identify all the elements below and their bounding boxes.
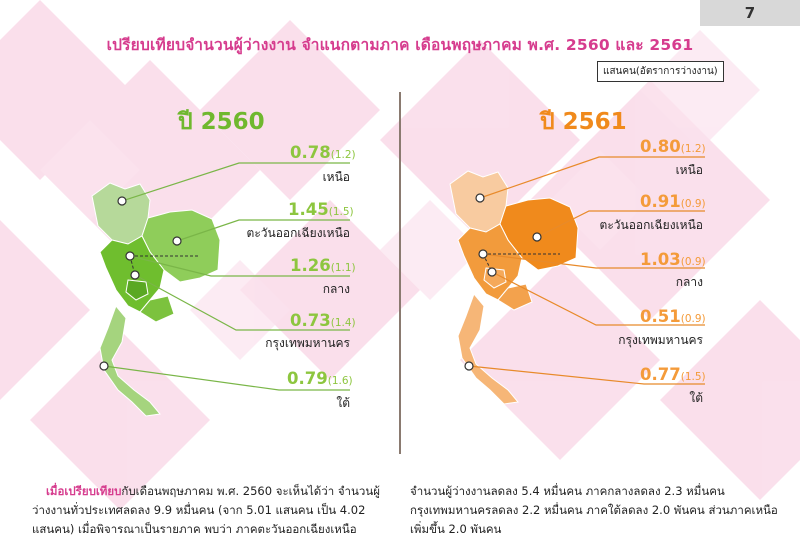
page-number: 7: [700, 0, 800, 26]
south-2560-label: ใต้: [336, 396, 350, 410]
central-2561-value: 1.03(0.9): [640, 250, 706, 269]
map-2561-east: [497, 283, 533, 311]
unit-label: แสนคน(อัตราการว่างงาน): [597, 61, 724, 82]
central-2560-label: กลาง: [322, 282, 350, 296]
column-divider: [399, 92, 401, 454]
map-2560: [91, 182, 221, 417]
northeast-2561-rate: (0.9): [680, 198, 706, 210]
northeast-2560-value: 1.45(1.5): [288, 200, 354, 219]
bangkok-2560-value: 0.73(1.4): [290, 311, 356, 330]
north-2560-label: เหนือ: [322, 170, 350, 184]
bangkok-2561-label: กรุงเทพมหานคร: [618, 333, 703, 347]
bangkok-2560-rate: (1.4): [330, 317, 356, 329]
bangkok-2560-label: กรุงเทพมหานคร: [265, 336, 350, 350]
central-2561-label: กลาง: [675, 275, 703, 289]
north-2561-label: เหนือ: [675, 163, 703, 177]
map-2560-bangkok: [125, 279, 149, 301]
map-2560-north: [91, 182, 151, 245]
south-2561-label: ใต้: [689, 391, 703, 405]
northeast-2561-label: ตะวันออกเฉียงเหนือ: [599, 218, 703, 232]
bangkok-2561-value: 0.51(0.9): [640, 307, 706, 326]
year-2560-heading: ปี 2560: [178, 109, 265, 135]
bangkok-2561-rate: (0.9): [680, 313, 706, 325]
central-2560-rate: (1.1): [330, 262, 356, 274]
summary-left: เมื่อเปรียบเทียบกับเดือนพฤษภาคม พ.ศ. 256…: [32, 482, 384, 539]
south-2561-rate: (1.5): [680, 371, 706, 383]
south-2561-value: 0.77(1.5): [640, 365, 706, 384]
map-2560-south: [99, 305, 161, 417]
northeast-2561-value: 0.91(0.9): [640, 192, 706, 211]
year-2561-heading: ปี 2561: [540, 109, 627, 135]
summary-right: จำนวนผู้ว่างงานลดลง 5.4 หมื่นคน ภาคกลางล…: [410, 484, 778, 536]
south-2560-rate: (1.6): [327, 375, 353, 387]
central-2560-value: 1.26(1.1): [290, 256, 356, 275]
north-2560-value: 0.78(1.2): [290, 143, 356, 162]
map-2561-south: [457, 293, 519, 405]
northeast-2560-rate: (1.5): [328, 206, 354, 218]
north-2561-rate: (1.2): [680, 143, 706, 155]
north-2561-value: 0.80(1.2): [640, 137, 706, 156]
summary-left-text: กับเดือนพฤษภาคม พ.ศ. 2560 จะเห็นได้ว่า จ…: [32, 484, 380, 536]
north-2560-rate: (1.2): [330, 149, 356, 161]
northeast-2560-label: ตะวันออกเฉียงเหนือ: [246, 226, 350, 240]
map-2560-east: [139, 295, 175, 323]
page-title: เปรียบเทียบจำนวนผู้ว่างงาน จำแนกตามภาค เ…: [106, 36, 694, 54]
central-2561-rate: (0.9): [680, 256, 706, 268]
summary-highlight: เมื่อเปรียบเทียบ: [46, 484, 122, 498]
south-2560-value: 0.79(1.6): [287, 369, 353, 388]
